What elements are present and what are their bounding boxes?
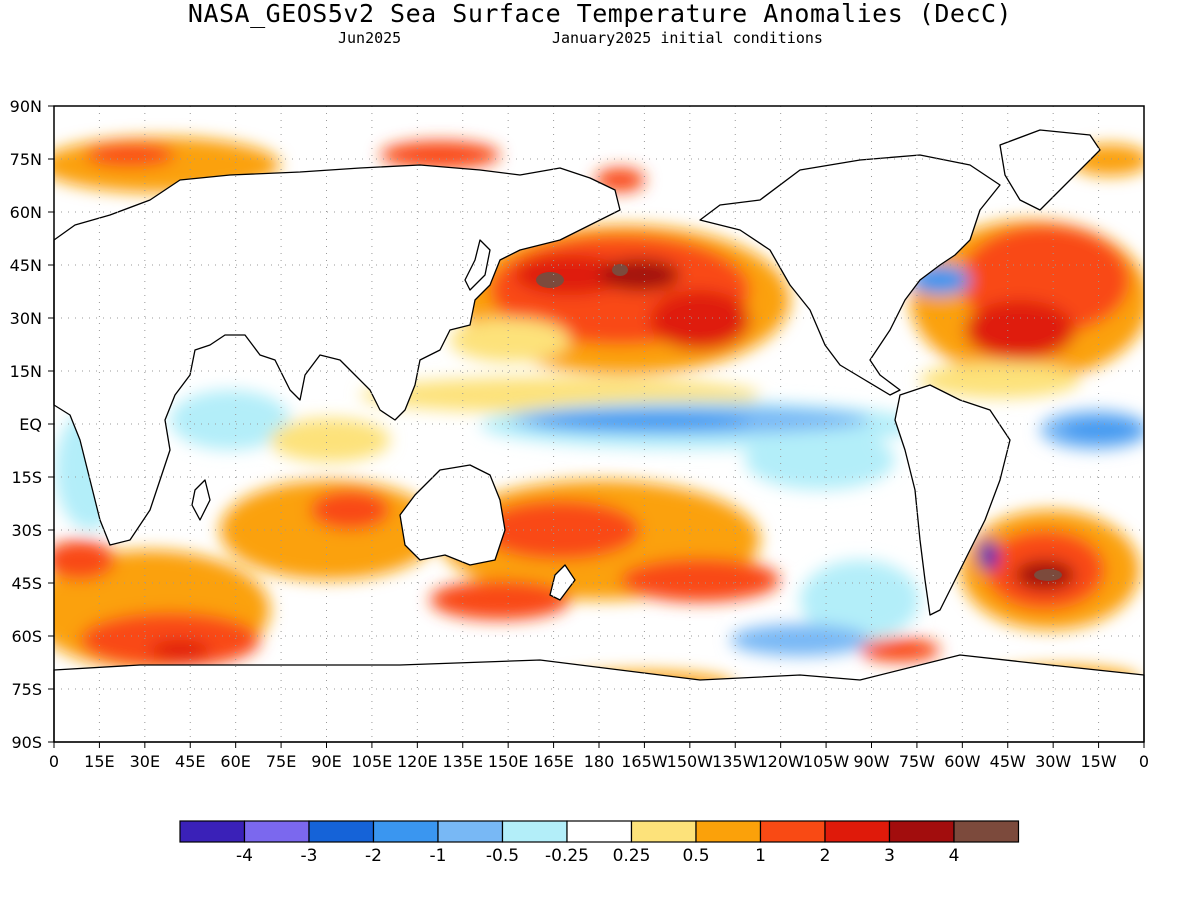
latitude-axis: 90N 75N 60N 45N 30N 15N EQ 15S 30S 45S 60S 75S 90S — [10, 97, 54, 752]
lon-tick-label: 120W — [757, 752, 804, 771]
forecast-month: Jun2025 — [338, 29, 402, 47]
lon-tick-label: 135W — [712, 752, 759, 771]
lon-tick-label: 105E — [352, 752, 393, 771]
lon-tick-label: 180 — [584, 752, 615, 771]
colorbar-swatch — [630, 820, 697, 843]
colorbar-swatch — [824, 820, 891, 843]
lon-tick-label: 90E — [311, 752, 341, 771]
longitude-axis: 0 15E 30E 45E 60E 75E 90E 105E 120E 135E 150E 165E 1… — [49, 742, 1149, 771]
colorbar-label: 2 — [820, 846, 831, 866]
colorbar-swatch — [243, 820, 310, 843]
colorbar-swatch — [953, 820, 1020, 843]
lon-tick-label: 15E — [84, 752, 114, 771]
colorbar-swatch — [437, 820, 504, 843]
lon-tick-label: 90W — [853, 752, 889, 771]
map-title: NASA_GEOS5v2 Sea Surface Temperature Ano… — [187, 0, 1013, 28]
colorbar-swatch — [888, 820, 955, 843]
colorbar-swatch — [179, 820, 246, 843]
lat-tick-label: 30S — [11, 521, 42, 540]
lon-tick-label: 150E — [488, 752, 529, 771]
lat-tick-label: 90S — [11, 733, 42, 752]
lat-tick-label: 45S — [11, 574, 42, 593]
colorbar-swatch — [759, 820, 826, 843]
lon-tick-label: 30W — [1035, 752, 1071, 771]
lon-tick-label: 165W — [621, 752, 668, 771]
lon-tick-label: 75W — [899, 752, 935, 771]
colorbar-label: -2 — [365, 846, 382, 866]
lat-tick-label: 75N — [10, 150, 42, 169]
lon-tick-label: 120E — [397, 752, 438, 771]
lon-tick-label: 165E — [533, 752, 574, 771]
lon-tick-label: 45E — [175, 752, 205, 771]
lon-tick-label: 60W — [944, 752, 980, 771]
lat-tick-label: 45N — [10, 256, 42, 275]
colorbar-label: -0.25 — [545, 846, 589, 866]
lon-tick-label: 45W — [990, 752, 1026, 771]
lon-tick-label: 60E — [220, 752, 250, 771]
lon-tick-label: 150W — [667, 752, 714, 771]
colorbar-swatch — [566, 820, 633, 843]
lon-tick-label: 135E — [442, 752, 483, 771]
lat-tick-label: 60N — [10, 203, 42, 222]
gridlines — [54, 106, 1144, 742]
initial-conditions-label: January2025 initial conditions — [552, 29, 823, 47]
colorbar-label: 3 — [884, 846, 895, 866]
lon-tick-label: 0 — [1139, 752, 1149, 771]
lat-tick-label: 15N — [10, 362, 42, 381]
continents — [53, 129, 1145, 743]
lat-tick-label: 75S — [11, 680, 42, 699]
lat-tick-label: EQ — [19, 415, 42, 434]
colorbar-label: 0.5 — [682, 846, 709, 866]
colorbar-swatch — [501, 820, 568, 843]
lat-tick-label: 15S — [11, 468, 42, 487]
lon-tick-label: 0 — [49, 752, 59, 771]
lon-tick-label: 30E — [130, 752, 160, 771]
lat-tick-label: 90N — [10, 97, 42, 116]
colorbar-label: -1 — [430, 846, 447, 866]
colorbar-swatch — [372, 820, 439, 843]
colorbar-label: 0.25 — [613, 846, 651, 866]
colorbar-swatch — [695, 820, 762, 843]
lon-tick-label: 75E — [266, 752, 296, 771]
colorbar-label: -3 — [301, 846, 318, 866]
colorbar-label: -4 — [236, 846, 253, 866]
lon-tick-label: 105W — [803, 752, 850, 771]
lat-tick-label: 60S — [11, 627, 42, 646]
lon-tick-label: 15W — [1080, 752, 1116, 771]
colorbar-label: -0.5 — [486, 846, 519, 866]
colorbar-swatch — [308, 820, 375, 843]
colorbar-label: 4 — [949, 846, 960, 866]
lat-tick-label: 30N — [10, 309, 42, 328]
colorbar-label: 1 — [755, 846, 766, 866]
colorbar-legend: -4 -3 -2 -1 -0.5 -0.25 0.25 0.5 1 2 3 4 — [179, 820, 1020, 866]
